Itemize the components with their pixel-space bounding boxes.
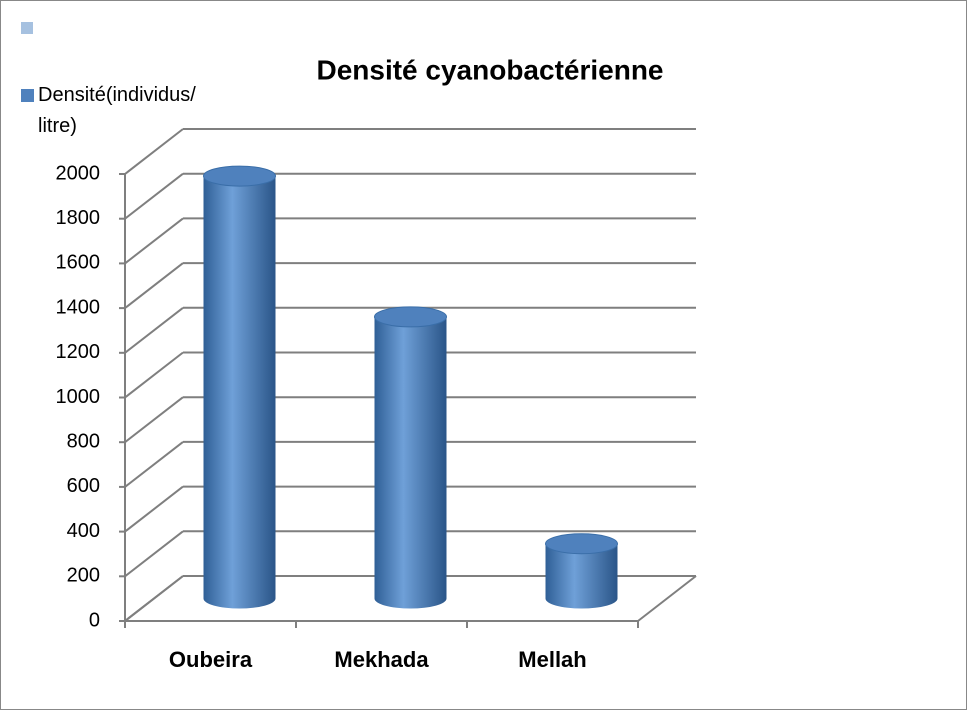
y-tick-label: 1400: [56, 296, 101, 318]
grid-line: [124, 441, 184, 488]
bar: [545, 543, 618, 609]
floor-edge: [637, 575, 697, 622]
bar: [203, 176, 276, 609]
chart-title: Densité cyanobactérienne: [316, 54, 663, 85]
y-tick-label: 1800: [56, 207, 101, 229]
grid-line: [124, 485, 184, 533]
y-tick-label: 0: [89, 609, 100, 631]
grid-line: [124, 307, 184, 354]
legend-swatch-empty: [21, 22, 33, 34]
grid-line: [124, 530, 184, 578]
grid-line: [124, 217, 184, 265]
grid-line: [124, 351, 184, 399]
bar: [374, 316, 447, 609]
x-tick-label: Mellah: [518, 647, 586, 672]
y-tick-label: 1000: [56, 386, 101, 408]
y-tick-label: 200: [67, 565, 100, 587]
x-tick-label: Oubeira: [169, 647, 253, 672]
y-tick-label: 400: [67, 520, 100, 542]
y-tick-label: 2000: [56, 162, 101, 184]
grid-line: [124, 575, 184, 622]
bar-top: [545, 533, 618, 555]
legend-label: Densité(individus/ litre): [38, 84, 196, 137]
y-tick-label: 1200: [56, 341, 101, 363]
grid-line: [124, 262, 184, 309]
legend-swatch: [21, 89, 34, 102]
y-tick-label: 800: [67, 430, 100, 452]
y-tick-label: 600: [67, 475, 100, 497]
grid-line: [124, 396, 184, 443]
x-tick-label: Mekhada: [334, 647, 429, 672]
grid-line: [124, 172, 184, 220]
grid-line: [124, 128, 184, 175]
y-tick-label: 1600: [56, 252, 101, 274]
bar-top: [374, 306, 447, 328]
bar-top: [203, 165, 276, 187]
